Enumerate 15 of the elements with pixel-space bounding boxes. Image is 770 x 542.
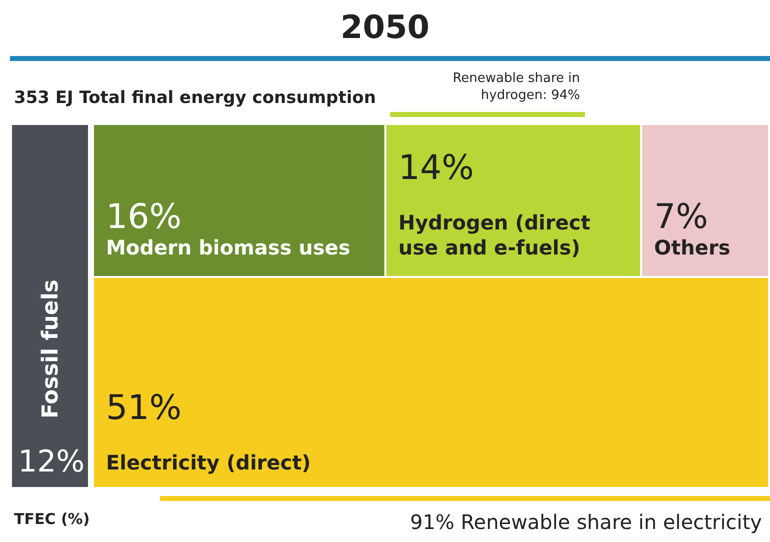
data-label: 7% (654, 197, 708, 238)
category-label: Modern biomass uses (106, 236, 350, 260)
data-label: 16% (106, 197, 182, 238)
category-label: Fossil fuels (38, 280, 64, 418)
category-label: Hydrogen (direct use and e-fuels) (398, 210, 598, 260)
text: TFEC (%) (14, 510, 90, 528)
text: Renewable share in hydrogen: 94% (452, 70, 580, 104)
text: 2050 (339, 8, 431, 46)
text: 91% Renewable share in electricity (410, 510, 762, 534)
category-label: Electricity (direct) (106, 450, 311, 474)
data-label: 14% (398, 148, 474, 188)
data-label: 51% (106, 388, 182, 428)
category-label: Others (654, 236, 730, 260)
text: 353 EJ Total final energy consumption (14, 88, 376, 108)
data-label: 12% (18, 444, 85, 480)
